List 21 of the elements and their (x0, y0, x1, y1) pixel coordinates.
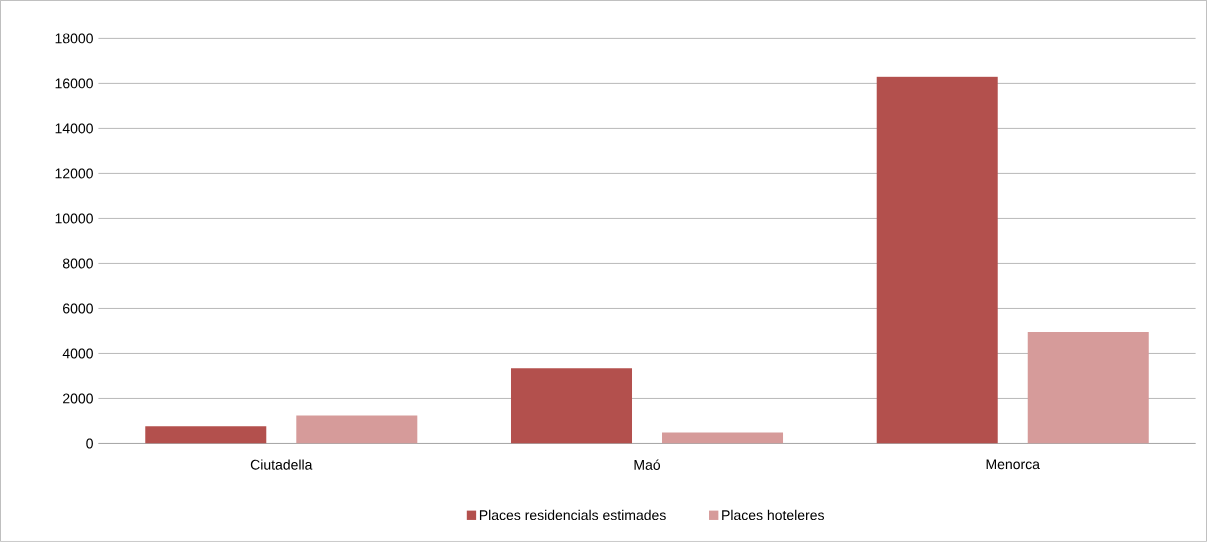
y-tick-label: 16000 (55, 78, 93, 89)
y-tick-label: 0 (86, 438, 93, 449)
x-tick-label: Maó (634, 459, 661, 470)
bar (662, 432, 784, 444)
y-tick-label: 8000 (62, 258, 93, 269)
bar (145, 426, 267, 444)
y-tick-label: 6000 (63, 303, 93, 314)
legend-label: Places residencials estimades (479, 509, 666, 521)
legend-label: Places hoteleres (722, 509, 824, 521)
x-tick-label: Menorca (986, 459, 1040, 470)
y-tick-label: 2000 (63, 393, 93, 404)
y-tick-label: 10000 (55, 213, 93, 224)
bar (1027, 332, 1149, 444)
y-tick-label: 14000 (55, 123, 93, 134)
y-tick-label: 18000 (55, 33, 93, 44)
x-tick-label: Ciutadella (250, 459, 313, 470)
bar (876, 76, 998, 444)
bar (510, 368, 633, 444)
y-tick-label: 12000 (55, 168, 93, 179)
y-tick-label: 4000 (62, 348, 93, 359)
bar (296, 415, 418, 444)
